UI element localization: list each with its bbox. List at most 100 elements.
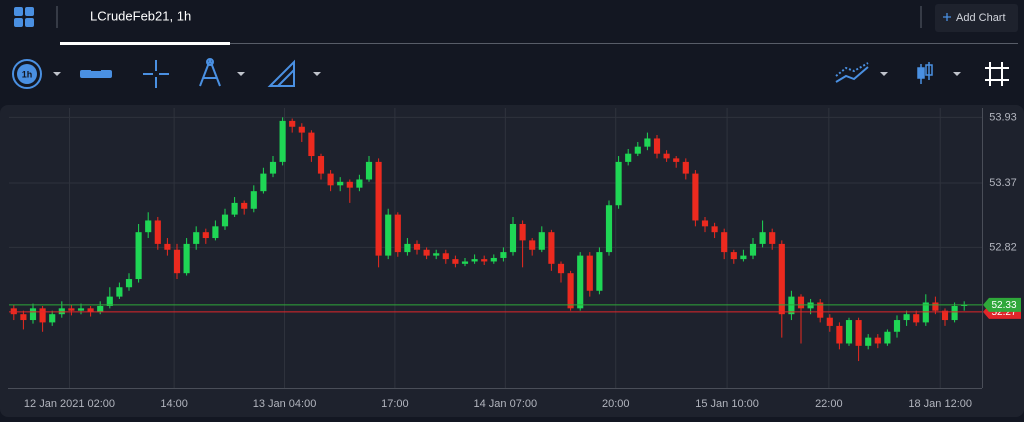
x-tick-label: 15 Jan 10:00 (695, 398, 759, 410)
candle-body (471, 259, 478, 262)
candle-body (490, 257, 497, 262)
candle-body (788, 296, 795, 315)
x-tick-label: 18 Jan 12:00 (908, 398, 972, 410)
candle-body (193, 232, 200, 244)
candle-body (836, 325, 843, 344)
chart-panel (0, 105, 1024, 417)
plot-area: 53.93 53.37 52.82 12 Jan 2021 02:00 14:00 13 … (9, 108, 1021, 410)
candle-body (644, 138, 651, 147)
candle-body (413, 243, 421, 250)
candle-body (346, 181, 353, 188)
candle-body (106, 296, 113, 306)
candle-body (173, 249, 181, 274)
candle-body (797, 296, 805, 309)
svg-text:1h: 1h (22, 69, 33, 79)
candle-body (125, 279, 133, 288)
x-tick-label: 22:00 (815, 398, 843, 410)
candle-body (356, 179, 363, 188)
candle-body (509, 223, 517, 253)
candle-body (87, 308, 94, 312)
candle-body (461, 261, 469, 264)
layout-button[interactable] (14, 7, 34, 27)
crosshair-tool[interactable] (143, 60, 169, 88)
candle-body (778, 243, 785, 315)
y-tick-label: 52.82 (989, 241, 1017, 253)
drawing-tool[interactable] (199, 58, 245, 87)
indicators-button[interactable] (835, 62, 888, 83)
candle-body (394, 214, 401, 253)
y-tick-label: 53.37 (989, 177, 1017, 189)
price-label: 52.27 (991, 307, 1016, 318)
candle-body (241, 202, 248, 209)
candle-body (874, 337, 881, 344)
candle-body (231, 202, 238, 215)
candle-body (673, 158, 680, 162)
candle-body (749, 243, 757, 256)
candle-body (932, 302, 939, 311)
candle-body (913, 314, 920, 323)
candle-body (58, 308, 65, 315)
candle-body (865, 337, 872, 346)
candle-body (269, 161, 277, 174)
price-label-background (983, 297, 1021, 312)
candle-body (308, 132, 315, 157)
candle-body (817, 302, 824, 318)
add-chart-button[interactable]: Add Chart (935, 4, 1018, 32)
candle-body (500, 252, 507, 258)
candle-body (615, 161, 622, 206)
candle-body (634, 146, 641, 154)
candle-body (212, 226, 219, 239)
candle-body (39, 308, 46, 323)
shape-tool[interactable] (267, 59, 321, 87)
x-tick-label: 12 Jan 2021 02:00 (24, 398, 115, 410)
candle-body (884, 331, 891, 344)
candle-body (903, 314, 910, 321)
add-chart-label[interactable]: Add Chart (956, 12, 1006, 24)
candle-body (682, 161, 689, 174)
candle-body (481, 259, 488, 262)
candle-body (442, 253, 449, 260)
candle-body (10, 308, 17, 315)
candle-body (452, 259, 459, 264)
candle-body (29, 308, 37, 321)
chart-type-button[interactable] (917, 62, 961, 84)
candle-body (548, 232, 555, 264)
interval-button[interactable]: 1h (12, 59, 61, 89)
active-tab-indicator (60, 42, 230, 45)
candle-body (653, 138, 661, 154)
candle-body (77, 308, 85, 311)
tab-title[interactable]: LCrudeFeb21, 1h (90, 8, 191, 23)
candle-body (519, 223, 526, 241)
grid-toggle[interactable] (985, 62, 1009, 86)
candle-body (385, 214, 392, 256)
candle-body (183, 243, 190, 274)
candle-body (433, 253, 440, 256)
x-tick-label: 20:00 (602, 398, 630, 410)
candle-body (769, 232, 776, 244)
candle-body (202, 232, 209, 239)
candle-body (49, 314, 56, 323)
candle-body (250, 191, 257, 209)
candle-body (557, 263, 565, 274)
candle-body (337, 181, 344, 186)
x-tick-label: 13 Jan 04:00 (253, 398, 317, 410)
candle-body (365, 161, 373, 180)
candle-body (221, 214, 229, 227)
candle-body (740, 255, 747, 260)
candle-body (567, 273, 574, 309)
toolbar (0, 48, 1024, 98)
candle-body (692, 173, 699, 221)
x-tick-label: 14 Jan 07:00 (474, 398, 538, 410)
x-tick-label: 17:00 (381, 398, 409, 410)
candle-body (625, 153, 632, 162)
candle-body (951, 305, 958, 321)
measure-tool[interactable] (80, 68, 112, 78)
candle-body (845, 320, 853, 344)
candle-body (855, 320, 862, 346)
candle-body (826, 317, 833, 326)
candle-body (759, 232, 766, 244)
candle-body (279, 120, 286, 162)
candle-body (145, 220, 152, 233)
candle-body (375, 161, 382, 256)
